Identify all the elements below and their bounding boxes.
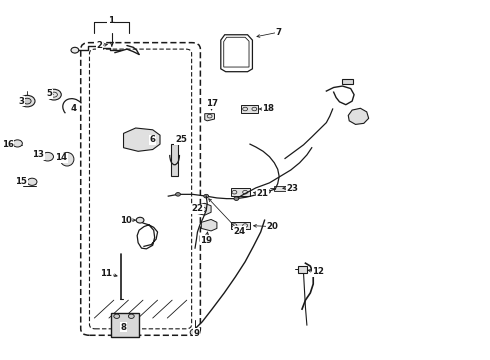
Text: 6: 6: [150, 135, 156, 144]
Bar: [297, 266, 307, 273]
Circle shape: [42, 152, 53, 161]
Polygon shape: [205, 114, 215, 121]
Circle shape: [71, 47, 79, 53]
Circle shape: [24, 98, 31, 104]
Circle shape: [13, 140, 23, 147]
Text: 23: 23: [287, 184, 299, 193]
Text: 8: 8: [121, 323, 126, 332]
Text: 22: 22: [192, 204, 203, 213]
Circle shape: [128, 314, 134, 319]
Text: 13: 13: [32, 150, 45, 159]
Polygon shape: [348, 108, 368, 125]
Text: 10: 10: [120, 216, 132, 225]
Circle shape: [190, 329, 200, 336]
Polygon shape: [195, 203, 211, 215]
Text: 20: 20: [267, 222, 278, 231]
Text: 15: 15: [16, 177, 27, 186]
Text: 14: 14: [55, 153, 67, 162]
Bar: [171, 144, 178, 176]
Text: 12: 12: [312, 267, 324, 276]
Text: 16: 16: [2, 140, 14, 149]
Circle shape: [20, 95, 35, 107]
Text: 17: 17: [206, 99, 218, 108]
Ellipse shape: [60, 152, 74, 166]
Polygon shape: [201, 220, 217, 231]
Text: 24: 24: [233, 227, 245, 236]
Text: 1: 1: [108, 16, 114, 25]
Circle shape: [47, 89, 61, 100]
Circle shape: [136, 217, 144, 223]
Text: 5: 5: [47, 89, 52, 98]
Text: 25: 25: [175, 135, 187, 144]
Bar: [230, 222, 250, 229]
Circle shape: [204, 194, 209, 198]
Text: 7: 7: [275, 28, 281, 37]
Circle shape: [175, 193, 180, 196]
Bar: [274, 186, 287, 191]
Polygon shape: [123, 128, 160, 151]
Circle shape: [234, 197, 239, 201]
Text: 18: 18: [263, 104, 274, 113]
Text: 11: 11: [100, 269, 112, 278]
Bar: [111, 313, 139, 337]
Text: 2: 2: [96, 41, 102, 50]
Text: 3: 3: [19, 96, 25, 105]
Text: 21: 21: [257, 189, 269, 198]
Text: 19: 19: [200, 236, 212, 245]
Text: 9: 9: [194, 329, 199, 338]
Circle shape: [266, 190, 270, 193]
Circle shape: [27, 178, 37, 185]
Text: 4: 4: [71, 104, 76, 113]
Circle shape: [114, 314, 120, 319]
Bar: [343, 78, 353, 84]
Bar: [230, 188, 250, 196]
Bar: [241, 105, 258, 113]
